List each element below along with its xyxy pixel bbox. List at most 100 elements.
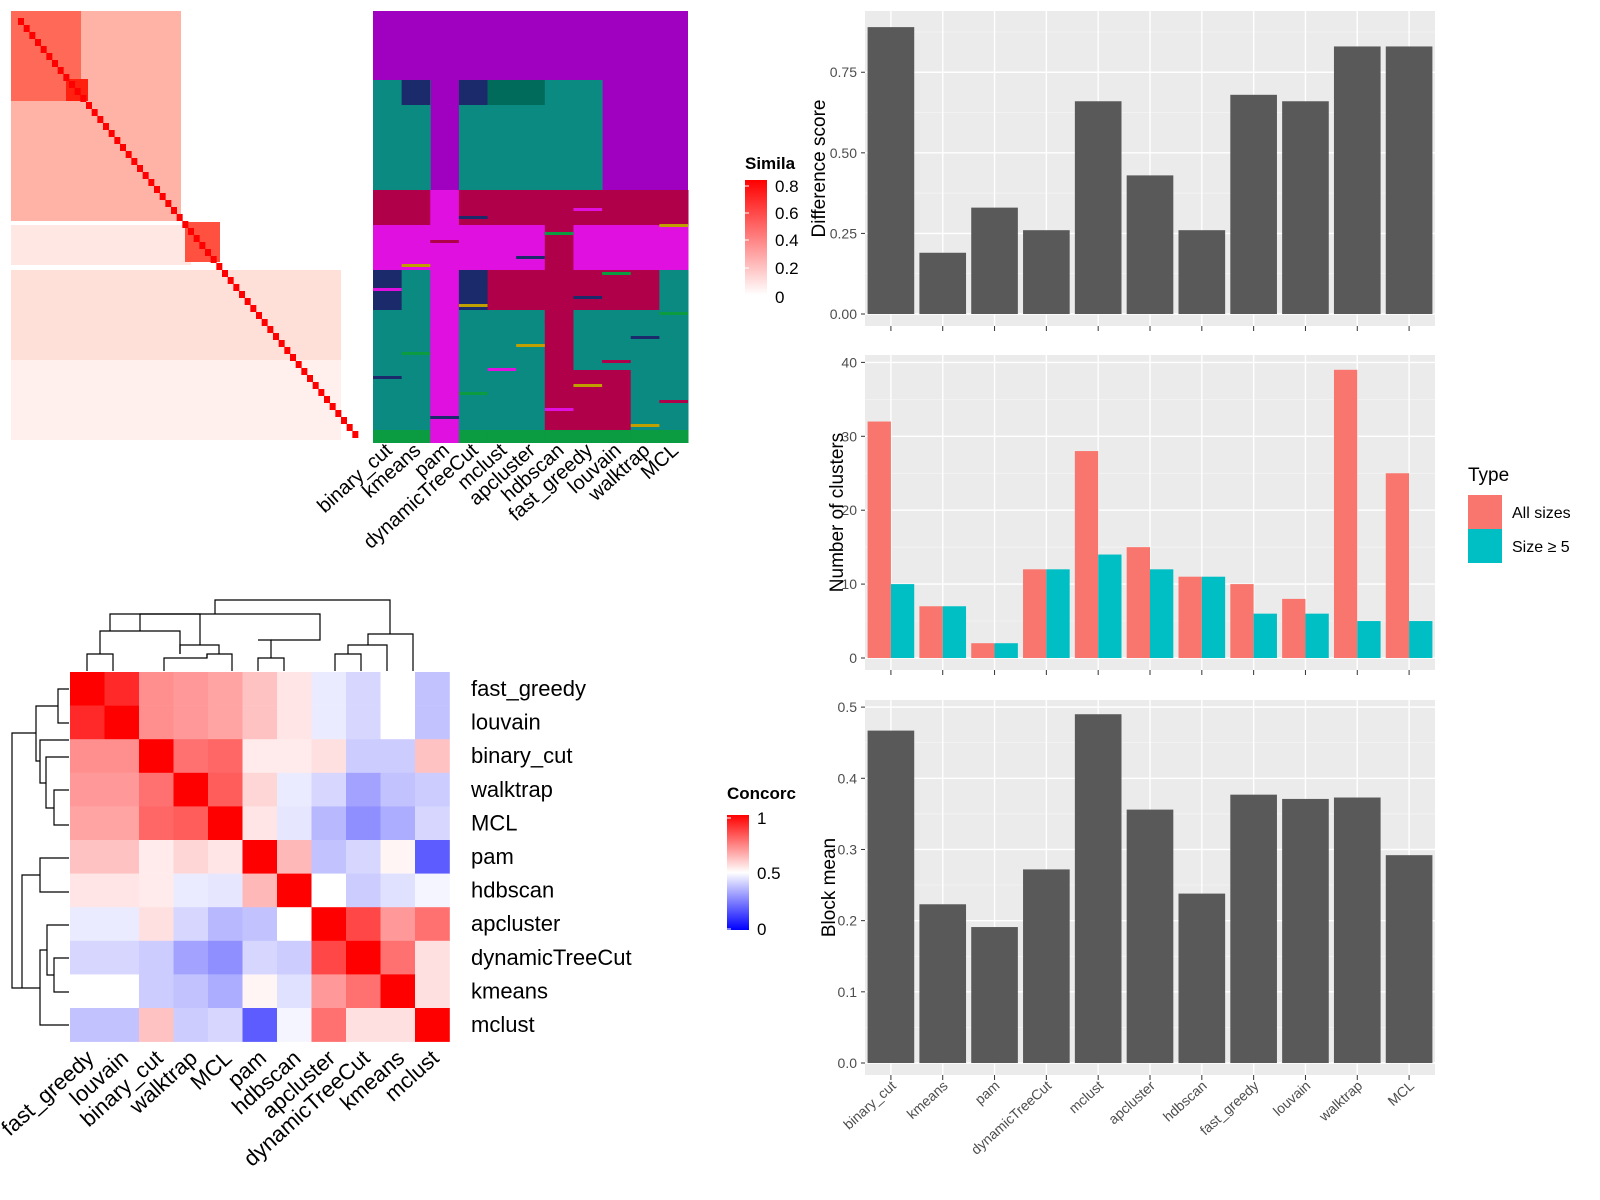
concordance-cell [173,1008,209,1042]
assignment-cell [516,225,546,270]
similarity-diagonal-cell [346,424,353,431]
assignment-cell [401,225,431,270]
x-tick-label: MCL [1384,1077,1417,1109]
x-tick-label: mclust [1065,1077,1106,1116]
similarity-diagonal-cell [312,382,319,389]
concordance-cell [173,840,209,874]
bar [1230,794,1277,1063]
similarity-legend-tick-label: 0.4 [775,231,799,250]
similarity-diagonal-cell [114,137,121,144]
assignment-cell [630,370,660,430]
assignment-stripe [430,240,459,243]
concordance-cell [346,705,381,740]
concordance-cell [139,940,174,975]
concordance-cell [139,974,174,1009]
assignment-cell [516,430,546,443]
concordance-row-label: hdbscan [471,878,554,903]
assignment-cell [458,430,489,443]
assignment-cell [487,225,517,270]
assignment-cell [401,270,431,310]
assignment-cell [602,190,632,225]
similarity-legend-tick-label: 0.6 [775,204,799,223]
concordance-cell [70,940,105,975]
concordance-cell [173,873,209,908]
assignment-stripe [630,248,660,251]
x-tick-label: binary_cut [840,1077,899,1132]
similarity-diagonal-cell [154,186,160,193]
bar-all-sizes [971,643,995,658]
similarity-diagonal-cell [301,368,308,375]
similarity-diagonal-cell [176,214,183,221]
concordance-cell [104,739,140,774]
y-tick-label: 0.4 [838,770,858,786]
assignment-cell [430,310,460,370]
y-tick-label: 0.50 [830,145,857,161]
similarity-diagonal-cell [227,277,234,284]
concordance-cell [208,739,243,774]
concordance-cell [346,672,381,706]
concordance-cell [311,772,347,807]
concordance-cell [415,907,450,942]
concordance-cell [242,907,278,942]
similarity-diagonal-cell [239,291,245,298]
concordance-dendrogram [11,599,414,1026]
concordance-cell [277,940,312,975]
assignment-stripe [458,216,488,219]
concordance-cell [415,974,450,1009]
assignment-stripe [516,256,545,259]
similarity-diagonal-cell [80,95,87,102]
assignment-cell [373,310,403,370]
similarity-diagonal-cell [18,18,24,25]
assignment-stripe [573,208,603,211]
concordance-cell [173,806,209,841]
similarity-diagonal-cell [318,389,325,396]
assignment-cell [373,80,403,190]
assignment-stripe [659,224,688,227]
concordance-cell [173,974,209,1009]
x-tick-label: walktrap [1315,1077,1365,1125]
concordance-legend-tick-label: 1 [757,809,766,828]
bar-all-sizes [1282,598,1306,658]
similarity-diagonal-cell [205,249,211,256]
concordance-cell [104,1008,140,1042]
bar-all-sizes [1230,584,1254,658]
assignment-cell [430,370,460,430]
concordance-cell [380,940,416,975]
bar-size-5 [1253,613,1277,658]
assignment-stripe [544,320,574,323]
similarity-legend: Simila 0.8 0.6 0.4 0.2 0 [745,154,799,307]
similarity-legend-title: Simila [745,154,796,173]
concordance-cell [173,907,209,942]
similarity-diagonal-cell [97,116,104,123]
assignment-cell [630,430,660,443]
concordance-cell [380,772,416,807]
assignment-stripe [630,424,660,427]
assignment-cell [487,190,517,225]
concordance-cell [70,974,105,1009]
type-legend-title: Type [1468,465,1509,486]
bar-all-sizes [1333,369,1358,658]
bar [867,27,915,314]
concordance-cell [242,873,278,908]
concordance-cell [415,1008,450,1042]
assignment-cell [659,310,689,370]
similarity-color-bar [745,180,767,295]
assignment-cell [544,190,574,225]
assignment-cell [516,370,546,430]
similarity-diagonal-cell [69,81,75,88]
similarity-diagonal-cell [267,326,274,333]
assignment-cell [659,190,689,225]
concordance-cell [380,806,416,841]
concordance-row-label: MCL [471,810,517,835]
concordance-cell [346,907,381,942]
assignment-stripe [373,376,402,379]
similarity-diagonal-cell [23,25,30,32]
similarity-diagonal-cell [284,347,291,354]
concordance-cell [277,1008,312,1042]
assignment-cell [430,225,460,270]
concordance-cell [208,772,243,807]
concordance-cell [104,672,140,706]
assignment-cell [544,270,574,310]
bar [1178,230,1226,314]
